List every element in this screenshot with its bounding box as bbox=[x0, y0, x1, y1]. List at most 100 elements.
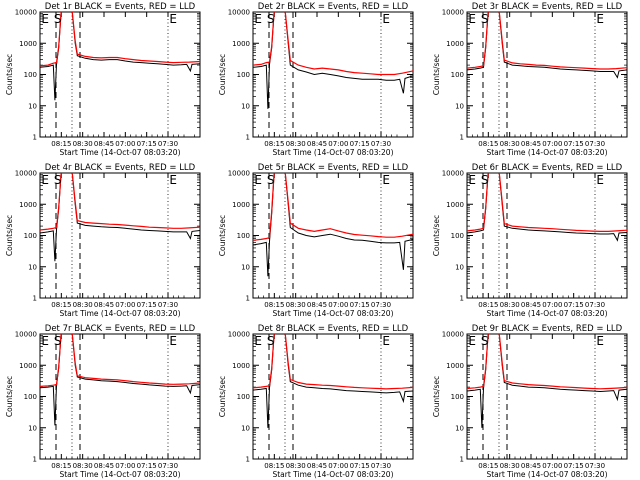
y-tick-label: 1000 bbox=[19, 362, 37, 370]
panel-det-6: Det 6r BLACK = Events, RED = LLD 1 10 100 10… bbox=[432, 163, 628, 318]
x-tick-label: 08:45 bbox=[94, 462, 114, 470]
x-tick-label: 08:30 bbox=[73, 462, 93, 470]
x-tick-label: 07:15 bbox=[137, 462, 157, 470]
x-tick-label: 08:45 bbox=[307, 462, 327, 470]
series-lld-line bbox=[253, 173, 413, 241]
y-tick-label: 10 bbox=[241, 263, 250, 271]
y-tick-label: 1000 bbox=[19, 201, 37, 209]
panel-det-4: Det 4r BLACK = Events, RED = LLD 1 10 100 10… bbox=[5, 163, 201, 318]
y-axis-label: Counts/sec bbox=[218, 215, 227, 256]
panel-det-7: Det 7r BLACK = Events, RED = LLD 1 10 100 10… bbox=[5, 324, 201, 479]
y-tick-label: 10000 bbox=[442, 170, 464, 178]
x-tick-label: 07:30 bbox=[585, 301, 605, 309]
x-tick-label: 07:00 bbox=[115, 301, 135, 309]
x-tick-label: 07:00 bbox=[542, 462, 562, 470]
y-tick-label: 10000 bbox=[228, 9, 250, 17]
x-tick-label: 08:45 bbox=[94, 301, 114, 309]
phase-marker-e: E bbox=[254, 173, 262, 187]
y-tick-label: 1 bbox=[33, 456, 37, 464]
y-tick-label: 10 bbox=[241, 424, 250, 432]
x-tick-label: 08:15 bbox=[478, 140, 498, 148]
x-tick-label: 07:15 bbox=[137, 140, 157, 148]
y-tick-label: 10000 bbox=[442, 9, 464, 17]
y-tick-label: 1000 bbox=[446, 40, 464, 48]
y-tick-label: 1 bbox=[33, 295, 37, 303]
x-tick-label: 08:45 bbox=[521, 462, 541, 470]
x-axis-label: Start Time (14-Oct-07 08:03:20) bbox=[272, 470, 393, 479]
panel-title: Det 7r BLACK = Events, RED = LLD bbox=[45, 324, 196, 334]
y-tick-label: 10 bbox=[28, 424, 37, 432]
y-axis-label: Counts/sec bbox=[432, 215, 441, 256]
y-tick-label: 100 bbox=[451, 393, 464, 401]
y-axis-label: Counts/sec bbox=[5, 376, 14, 417]
y-tick-label: 1000 bbox=[232, 201, 250, 209]
x-tick-label: 08:15 bbox=[51, 301, 71, 309]
x-tick-label: 08:30 bbox=[286, 301, 306, 309]
y-tick-label: 10000 bbox=[228, 170, 250, 178]
phase-marker-e: E bbox=[382, 334, 390, 348]
panel-det-2: Det 2r BLACK = Events, RED = LLD 1 10 100 10… bbox=[218, 2, 414, 157]
y-tick-label: 100 bbox=[451, 232, 464, 240]
y-tick-label: 10000 bbox=[442, 331, 464, 339]
y-axis-label: Counts/sec bbox=[432, 54, 441, 95]
x-tick-label: 07:30 bbox=[585, 462, 605, 470]
x-tick-label: 08:30 bbox=[286, 462, 306, 470]
plot-frame bbox=[466, 172, 628, 299]
phase-marker-s: S bbox=[54, 334, 62, 348]
phase-marker-e: E bbox=[169, 12, 177, 26]
y-axis-label: Counts/sec bbox=[5, 54, 14, 95]
series-lld-line bbox=[253, 334, 413, 390]
phase-marker-e: E bbox=[41, 334, 49, 348]
x-tick-label: 07:15 bbox=[137, 301, 157, 309]
x-tick-label: 08:45 bbox=[307, 140, 327, 148]
x-tick-label: 08:45 bbox=[307, 301, 327, 309]
y-tick-label: 10000 bbox=[15, 9, 37, 17]
y-tick-label: 10 bbox=[455, 424, 464, 432]
x-tick-label: 08:45 bbox=[94, 140, 114, 148]
x-axis-label: Start Time (14-Oct-07 08:03:20) bbox=[272, 148, 393, 157]
x-axis-label: Start Time (14-Oct-07 08:03:20) bbox=[486, 148, 607, 157]
y-tick-label: 10 bbox=[455, 263, 464, 271]
panel-title: Det 6r BLACK = Events, RED = LLD bbox=[472, 163, 623, 173]
y-tick-label: 100 bbox=[24, 393, 37, 401]
x-tick-label: 08:30 bbox=[500, 140, 520, 148]
x-tick-label: 07:00 bbox=[115, 462, 135, 470]
plot-frame bbox=[252, 172, 414, 299]
phase-marker-e: E bbox=[596, 12, 604, 26]
x-tick-label: 07:00 bbox=[328, 140, 348, 148]
y-axis-label: Counts/sec bbox=[5, 215, 14, 256]
x-tick-label: 07:15 bbox=[350, 301, 370, 309]
y-tick-label: 1 bbox=[460, 456, 464, 464]
phase-marker-e: E bbox=[468, 334, 476, 348]
phase-marker-s: S bbox=[54, 173, 62, 187]
x-tick-label: 07:30 bbox=[371, 462, 391, 470]
x-tick-label: 08:30 bbox=[500, 462, 520, 470]
panel-det-5: Det 5r BLACK = Events, RED = LLD 1 10 100 10… bbox=[218, 163, 414, 318]
x-tick-label: 07:15 bbox=[564, 462, 584, 470]
y-tick-label: 10 bbox=[241, 102, 250, 110]
x-tick-label: 08:15 bbox=[478, 462, 498, 470]
x-tick-label: 07:00 bbox=[328, 462, 348, 470]
x-tick-label: 07:00 bbox=[542, 301, 562, 309]
y-tick-label: 10 bbox=[28, 102, 37, 110]
y-tick-label: 10000 bbox=[15, 331, 37, 339]
phase-marker-e: E bbox=[169, 173, 177, 187]
phase-marker-e: E bbox=[596, 173, 604, 187]
phase-marker-e: E bbox=[41, 12, 49, 26]
x-tick-label: 07:30 bbox=[158, 301, 178, 309]
y-tick-label: 1 bbox=[460, 295, 464, 303]
y-tick-label: 10000 bbox=[228, 331, 250, 339]
x-tick-label: 07:15 bbox=[350, 140, 370, 148]
series-lld-line bbox=[467, 173, 627, 232]
x-axis-label: Start Time (14-Oct-07 08:03:20) bbox=[486, 470, 607, 479]
x-tick-label: 07:15 bbox=[350, 462, 370, 470]
phase-marker-s: S bbox=[481, 173, 489, 187]
series-lld-line bbox=[467, 12, 627, 70]
y-tick-label: 100 bbox=[24, 71, 37, 79]
y-axis-label: Counts/sec bbox=[432, 376, 441, 417]
x-tick-label: 07:15 bbox=[564, 301, 584, 309]
series-lld-line bbox=[467, 334, 627, 390]
series-lld-line bbox=[40, 12, 200, 67]
phase-marker-e: E bbox=[254, 12, 262, 26]
phase-marker-s: S bbox=[481, 12, 489, 26]
